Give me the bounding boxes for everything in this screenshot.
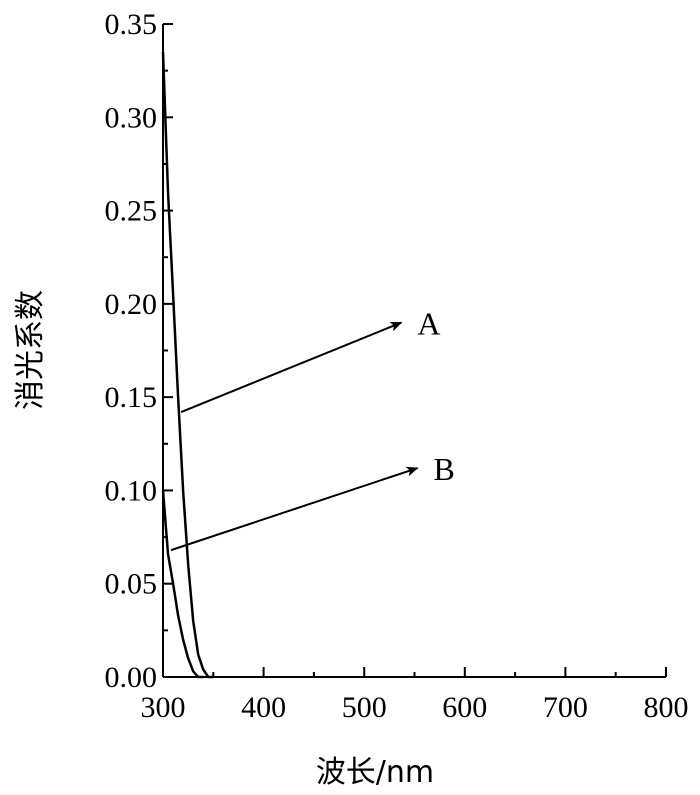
annotation-arrow-B <box>170 466 419 552</box>
annotation-label-B: B <box>434 451 455 487</box>
series-line-A <box>161 51 214 679</box>
chart-axes: 300 400 500 600 700 800 0.00 0.05 0.10 0.15 0.20 0.… <box>105 8 689 724</box>
x-tick-label: 600 <box>442 691 487 724</box>
y-tick-label: 0.25 <box>105 195 158 228</box>
y-tick-label: 0.35 <box>105 8 158 41</box>
x-tick-label: 700 <box>543 691 588 724</box>
annotation-label-A: A <box>417 306 440 342</box>
y-tick-label: 0.20 <box>105 288 158 321</box>
y-tick-label: 0.15 <box>105 381 158 414</box>
y-tick-label: 0.00 <box>105 661 158 694</box>
x-tick-label: 400 <box>241 691 286 724</box>
y-axis-label: 消光系数 <box>13 290 48 410</box>
y-tick-label: 0.10 <box>105 474 158 507</box>
x-tick-label: 300 <box>141 691 186 724</box>
series-layer <box>161 51 214 679</box>
y-tick-label: 0.05 <box>105 568 158 601</box>
x-axis-label: 波长/nm <box>316 755 434 790</box>
x-tick-label: 500 <box>342 691 387 724</box>
x-tick-label: 800 <box>644 691 689 724</box>
annotation-layer: AB <box>170 306 455 552</box>
annotation-arrow-A <box>180 321 403 413</box>
y-tick-label: 0.30 <box>105 101 158 134</box>
series-line-B <box>161 490 204 679</box>
